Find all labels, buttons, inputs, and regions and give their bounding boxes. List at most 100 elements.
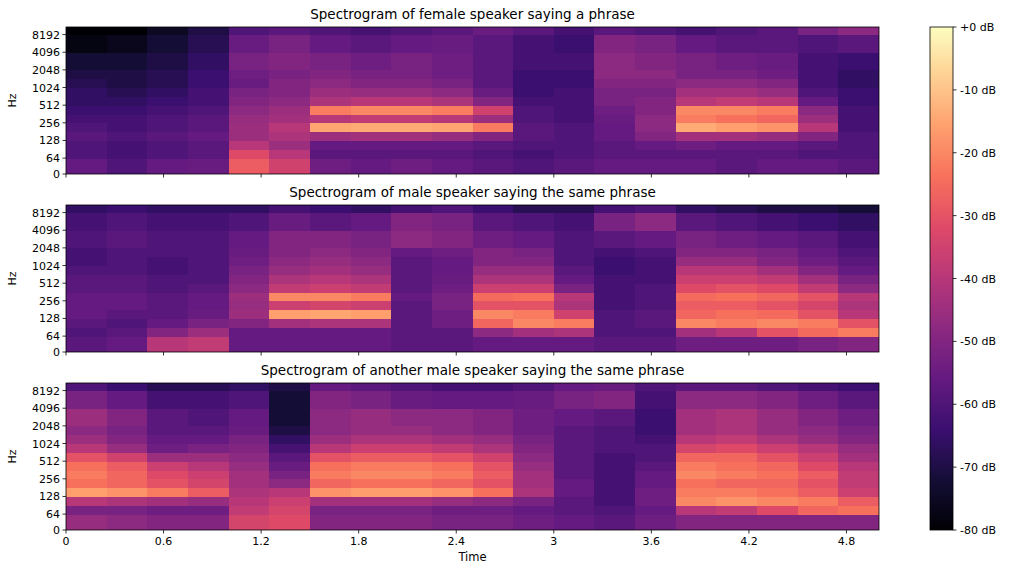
- cell: [798, 257, 839, 266]
- colorbar-tick: [953, 215, 957, 216]
- cell: [432, 35, 473, 53]
- cell: [351, 444, 392, 453]
- cell: [147, 327, 188, 336]
- y-tick: [63, 283, 67, 284]
- cell: [66, 292, 107, 301]
- cell: [188, 310, 229, 319]
- cell: [554, 470, 595, 479]
- cell: [554, 426, 595, 435]
- colorbar-tick: [953, 152, 957, 153]
- cell: [473, 408, 514, 426]
- cell: [594, 205, 635, 213]
- cell: [310, 391, 351, 409]
- cell: [594, 274, 635, 283]
- cell: [635, 266, 676, 275]
- x-tick-label: 3: [550, 535, 557, 548]
- cell: [391, 318, 432, 328]
- cell: [229, 461, 270, 470]
- cell: [66, 479, 107, 488]
- cell: [269, 205, 310, 213]
- colorbar-tick-label: -20 dB: [960, 147, 996, 160]
- cell: [66, 52, 107, 70]
- cell: [147, 435, 188, 444]
- cell: [676, 35, 717, 53]
- cell: [432, 105, 473, 114]
- cell: [229, 248, 270, 257]
- cell: [676, 479, 717, 488]
- cell: [798, 452, 839, 461]
- cell: [838, 452, 879, 461]
- cell: [838, 149, 879, 158]
- cell: [229, 105, 270, 114]
- cell: [635, 461, 676, 470]
- cell: [66, 452, 107, 461]
- cell: [66, 213, 107, 231]
- x-tick: [358, 530, 359, 534]
- cell: [432, 514, 473, 530]
- cell: [513, 213, 554, 231]
- cell: [838, 213, 879, 231]
- cell: [391, 266, 432, 275]
- cell: [432, 149, 473, 158]
- cell: [676, 213, 717, 231]
- cell: [391, 35, 432, 53]
- cell: [473, 105, 514, 114]
- cell: [513, 96, 554, 105]
- cell: [554, 318, 595, 328]
- x-tick: [553, 530, 554, 534]
- cell: [757, 35, 798, 53]
- cell: [147, 452, 188, 461]
- cell: [66, 426, 107, 435]
- cell: [676, 114, 717, 123]
- cell: [473, 318, 514, 328]
- cell: [391, 96, 432, 105]
- cell: [391, 408, 432, 426]
- cell: [716, 505, 757, 514]
- cell: [635, 230, 676, 248]
- cell: [188, 114, 229, 123]
- cell: [107, 257, 148, 266]
- cell: [757, 274, 798, 283]
- cell: [757, 230, 798, 248]
- cell: [473, 123, 514, 132]
- cell: [838, 230, 879, 248]
- cell: [554, 496, 595, 506]
- cell: [351, 149, 392, 158]
- cell: [554, 444, 595, 453]
- y-tick: [63, 352, 67, 353]
- cell: [838, 27, 879, 35]
- colorbar-tick: [953, 530, 957, 531]
- cell: [716, 327, 757, 336]
- cell: [635, 140, 676, 150]
- cell: [391, 488, 432, 497]
- cell: [310, 70, 351, 79]
- cell: [351, 205, 392, 213]
- cell: [147, 88, 188, 97]
- cell: [432, 27, 473, 35]
- cell: [554, 479, 595, 488]
- cell: [229, 383, 270, 391]
- cell: [757, 114, 798, 123]
- cell: [757, 27, 798, 35]
- cell: [716, 149, 757, 158]
- cell: [838, 391, 879, 409]
- cell: [107, 318, 148, 328]
- y-tick-label: 64: [46, 508, 60, 521]
- cell: [188, 391, 229, 409]
- x-tick-label: 0.6: [155, 535, 173, 548]
- cell: [676, 140, 717, 150]
- y-tick-label: 1024: [32, 260, 60, 273]
- cell: [513, 488, 554, 497]
- cell: [351, 248, 392, 257]
- cell: [188, 70, 229, 79]
- cell: [757, 205, 798, 213]
- y-tick: [63, 318, 67, 319]
- cell: [716, 470, 757, 479]
- cell: [188, 514, 229, 530]
- y-axis-label: Hz: [6, 93, 19, 107]
- cell: [188, 88, 229, 97]
- cell: [554, 114, 595, 123]
- cell: [147, 301, 188, 310]
- cell: [513, 230, 554, 248]
- cell: [188, 408, 229, 426]
